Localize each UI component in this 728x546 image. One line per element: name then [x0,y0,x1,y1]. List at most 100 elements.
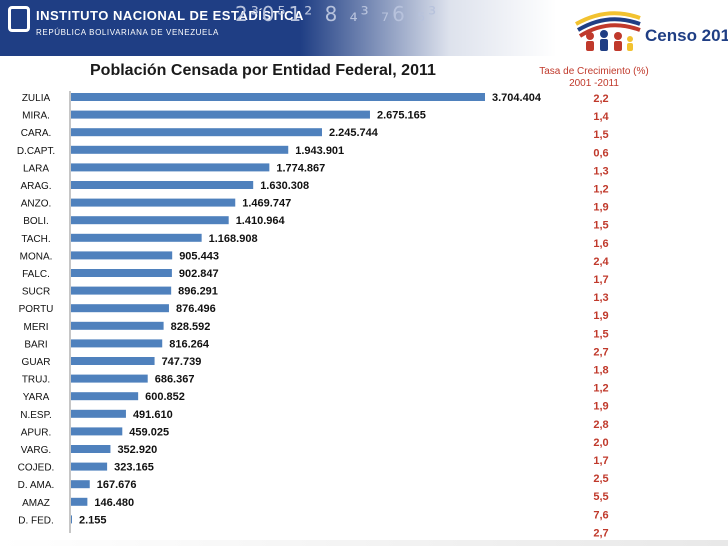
value-label: 2.675.165 [377,110,426,122]
bar [71,321,164,330]
value-label: 905.443 [179,250,219,262]
value-label: 816.264 [169,338,210,350]
category-label: D. AMA. [18,480,55,491]
growth-rate-label: 1,3 [593,165,608,177]
value-label: 896.291 [178,286,218,298]
bar [71,427,123,436]
category-label: VARG. [21,445,51,456]
category-label: COJED. [18,463,55,474]
value-label: 1.168.908 [209,233,258,245]
growth-rate-label: 1,9 [593,202,608,214]
category-label: MIRA. [22,111,50,122]
chart-title: Población Censada por Entidad Federal, 2… [90,62,436,79]
category-label: BARI [24,339,47,350]
bar [71,392,139,401]
bar [71,304,169,313]
category-label: MONA. [20,251,53,262]
category-label: MERI [24,322,49,333]
category-label: FALC. [22,269,50,280]
growth-rate-label: 1,7 [593,455,608,467]
category-label: ANZO. [21,199,52,210]
category-label: TRUJ. [22,375,50,386]
category-label: LARA [23,163,49,174]
bar [71,409,126,418]
category-label: APUR. [21,427,52,438]
bar [71,286,172,295]
bar [71,181,254,189]
value-label: 3.704.404 [492,92,542,104]
bar [71,110,370,119]
value-label: 828.592 [171,321,211,333]
banner-gradient [300,0,728,56]
growth-rate-label: 2,8 [593,419,608,431]
growth-rate-label: 2,5 [593,473,608,485]
growth-rate-label: 1,2 [593,383,608,395]
value-label: 1.410.964 [236,215,286,227]
value-label: 902.847 [179,268,219,280]
growth-rate-label: 1,3 [593,292,608,304]
value-label: 1.469.747 [242,198,291,210]
value-label: 2.245.744 [329,127,379,139]
growth-rate-label: 2,2 [593,93,608,105]
category-label: GUAR [22,357,51,368]
value-label: 876.496 [176,303,216,315]
value-label: 146.480 [94,497,134,509]
censo-logo-icon [575,11,641,51]
growth-rate-title-line2: 2001 -2011 [569,78,619,89]
value-label: 686.367 [155,374,195,386]
growth-rate-label: 2,0 [593,437,608,449]
growth-rate-label: 1,7 [593,274,608,286]
bar [71,480,90,489]
bar [71,216,229,225]
growth-rate-label: 1,5 [593,220,608,232]
category-label: SUCR [22,287,50,298]
growth-rate-label: 2,4 [593,256,609,268]
growth-rate-title-line1: Tasa de Crecimiento (%) [539,66,649,77]
growth-rate-label: 1,6 [593,238,608,250]
growth-rate-label: 1,5 [593,129,608,141]
category-label: YARA [23,392,50,403]
category-label: AMAZ [22,498,50,509]
growth-rate-label: 0,6 [593,147,608,159]
value-label: 1.943.901 [295,145,344,157]
header-banner: INSTITUTO NACIONAL DE ESTADÍSTICA REPÚBL… [0,0,728,56]
growth-rate-title: Tasa de Crecimiento (%) 2001 -2011 [524,66,664,90]
category-label: N.ESP. [20,410,52,421]
decorative-numbers: 2³0⁵1² 8 ₄³ ₇6 ₅³ [235,2,440,26]
value-label: 747.739 [162,356,202,368]
value-label: 323.165 [114,462,154,474]
category-label: PORTU [19,304,54,315]
growth-rate-label: 1,5 [593,328,608,340]
growth-rate-label: 1,4 [593,111,609,123]
growth-rate-label: 5,5 [593,491,608,503]
ine-logo-icon [8,6,30,32]
bar [71,251,173,260]
value-label: 600.852 [145,391,185,403]
institution-name: INSTITUTO NACIONAL DE ESTADÍSTICA [36,8,304,23]
census-label: Censo 2011 [645,26,728,45]
bar [71,374,148,383]
value-label: 167.676 [97,479,137,491]
bar [71,445,111,453]
category-label: ARAG. [20,181,51,192]
value-label: 1.630.308 [260,180,309,192]
bar [71,339,163,348]
bar [71,462,108,471]
bar [71,497,88,506]
bar [71,269,172,277]
value-label: 1.774.867 [276,162,325,174]
growth-rate-label: 1,9 [593,401,608,413]
bar [71,515,72,524]
growth-rate-label: 1,2 [593,184,608,196]
category-label: CARA. [21,128,52,139]
category-label: D.CAPT. [17,146,55,157]
value-label: 491.610 [133,409,173,421]
bar [71,145,289,154]
growth-rate-label: 2,7 [593,527,608,539]
category-label: D. FED. [18,515,54,526]
institution-country: REPÚBLICA BOLIVARIANA DE VENEZUELA [36,28,219,37]
value-label: 2.155 [79,514,107,526]
category-label: ZULIA [22,93,51,104]
category-label: BOLI. [23,216,49,227]
growth-rate-label: 2,7 [593,346,608,358]
